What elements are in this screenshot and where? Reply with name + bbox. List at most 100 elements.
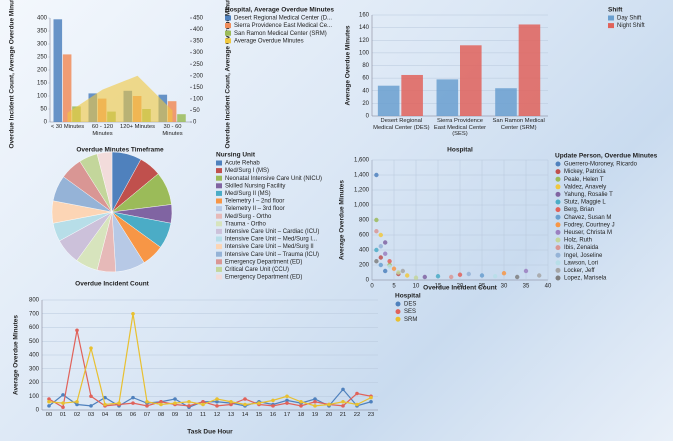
y-tick-label: 1,200 xyxy=(354,188,370,194)
line-point xyxy=(257,401,261,405)
legend-title: Nursing Unit xyxy=(216,152,256,159)
legend-swatch xyxy=(216,275,222,280)
legend-swatch xyxy=(216,161,222,166)
line-point xyxy=(131,396,135,400)
x-tick-label-box: 18 xyxy=(294,412,308,434)
line-point xyxy=(145,404,149,408)
legend-label: Valdez, Anavely xyxy=(564,184,606,190)
legend-label: Intensive Care Unit – Med/Surg I... xyxy=(225,237,317,243)
legend-label: Acute Rehab xyxy=(225,161,260,167)
x-tick-label-box: 07 xyxy=(140,412,154,434)
x-tick-label-box: 21 xyxy=(336,412,350,434)
legend-label: Med/Surg II (MS) xyxy=(225,191,271,197)
legend-label: Lopez, Marisela xyxy=(564,276,607,282)
scatter-point xyxy=(396,270,400,274)
scatter-point xyxy=(387,259,391,263)
bar xyxy=(460,45,482,116)
legend-label: Ingel, Joseline xyxy=(564,253,603,259)
legend-label: Med/Surg I (MS) xyxy=(225,168,269,174)
x-tick-label: 09 xyxy=(168,412,182,419)
x-tick-label: 05 xyxy=(112,412,126,419)
line-point xyxy=(47,404,51,408)
legend-swatch xyxy=(556,169,561,174)
legend-label: Intensive Care Unit – Trauma (ICU) xyxy=(225,252,319,258)
legend-label: Berg, Brian xyxy=(564,207,594,213)
x-tick-label: 23 xyxy=(364,412,378,419)
legend-label: Mickey, Patricia xyxy=(564,169,606,175)
x-tick-label: 13 xyxy=(224,412,238,419)
line-point xyxy=(369,396,373,400)
x-tick-label: 30 - 60 Minutes xyxy=(155,124,190,137)
x-tick-label-box: 20 xyxy=(322,412,336,434)
line-point xyxy=(145,400,149,404)
legend-swatch xyxy=(556,222,561,227)
legend-swatch xyxy=(556,276,561,281)
legend-swatch xyxy=(216,191,222,196)
bar xyxy=(401,75,423,116)
legend-title: Update Person, Overdue Minutes xyxy=(555,153,658,160)
legend-swatch xyxy=(396,309,401,314)
scatter-point xyxy=(401,269,405,273)
scatter-point xyxy=(467,272,471,276)
x-tick-label: 17 xyxy=(280,412,294,419)
x-tick-label-box: 23 xyxy=(364,412,378,434)
scatter-point xyxy=(449,275,453,279)
scatter-point xyxy=(480,273,484,277)
x-tick-label: 120+ Minutes xyxy=(120,124,155,131)
x-tick-label: 10 xyxy=(182,412,196,419)
legend-label: San Ramon Medical Center (SRM) xyxy=(234,31,327,37)
y2-tick-label: 150 xyxy=(193,85,204,91)
bar xyxy=(378,86,400,116)
y-tick-label: 50 xyxy=(40,107,47,113)
x-tick-label: 01 xyxy=(56,412,70,419)
y-tick-label: 0 xyxy=(36,408,40,414)
y-tick-label: 300 xyxy=(29,366,40,372)
line-point xyxy=(47,400,51,404)
line-point xyxy=(61,393,65,397)
legend-swatch xyxy=(556,238,561,243)
line-point xyxy=(285,394,289,398)
bar xyxy=(437,79,459,116)
y-tick-label: 1,400 xyxy=(354,173,370,179)
x-tick-label-box: 60 - 120 Minutes xyxy=(85,124,120,146)
legend-swatch xyxy=(225,16,231,21)
y-tick-label: 350 xyxy=(37,29,48,35)
y-tick-label: 200 xyxy=(29,380,40,386)
line-point xyxy=(271,404,275,408)
x-tick-label-box: 04 xyxy=(98,412,112,434)
line-point xyxy=(173,401,177,405)
y-tick-label: 40 xyxy=(362,88,369,94)
line-point xyxy=(187,404,191,408)
line-point xyxy=(187,400,191,404)
y-tick-label: 600 xyxy=(359,233,370,239)
line-point xyxy=(299,400,303,404)
line-point xyxy=(355,392,359,396)
x-tick-label: 5 xyxy=(392,284,396,290)
y-tick-label: 300 xyxy=(37,42,48,48)
x-tick-label: 30 xyxy=(501,284,508,290)
x-tick-label: 35 xyxy=(523,284,530,290)
line-point xyxy=(299,404,303,408)
legend-swatch xyxy=(225,31,231,36)
legend-label: Telemetry I – 2nd floor xyxy=(225,199,284,205)
legend-swatch xyxy=(556,162,561,167)
x-tick-label-box: 19 xyxy=(308,412,322,434)
y2-tick-label: 0 xyxy=(193,120,197,126)
x-tick-label: 11 xyxy=(196,412,210,419)
y-tick-label: 80 xyxy=(362,63,369,69)
x-tick-label-box: Desert Regional Medical Center (DES) xyxy=(372,118,431,140)
y-tick-label: 400 xyxy=(359,248,370,254)
bar xyxy=(495,88,517,116)
legend-label: SES xyxy=(404,309,416,315)
y-axis-title: Average Overdue Minutes xyxy=(345,25,352,105)
line-point xyxy=(173,397,177,401)
y-tick-label: 1,000 xyxy=(354,203,370,209)
legend-label: Chavez, Susan M xyxy=(564,215,611,221)
x-tick-label: < 30 Minutes xyxy=(50,124,85,131)
x-tick-label-box: 08 xyxy=(154,412,168,434)
legend-label: Yahung, Rosalie T xyxy=(564,192,613,198)
legend-swatch xyxy=(556,177,561,182)
legend-swatch xyxy=(556,230,561,235)
x-tick-label: 08 xyxy=(154,412,168,419)
scatter-point xyxy=(374,229,378,233)
